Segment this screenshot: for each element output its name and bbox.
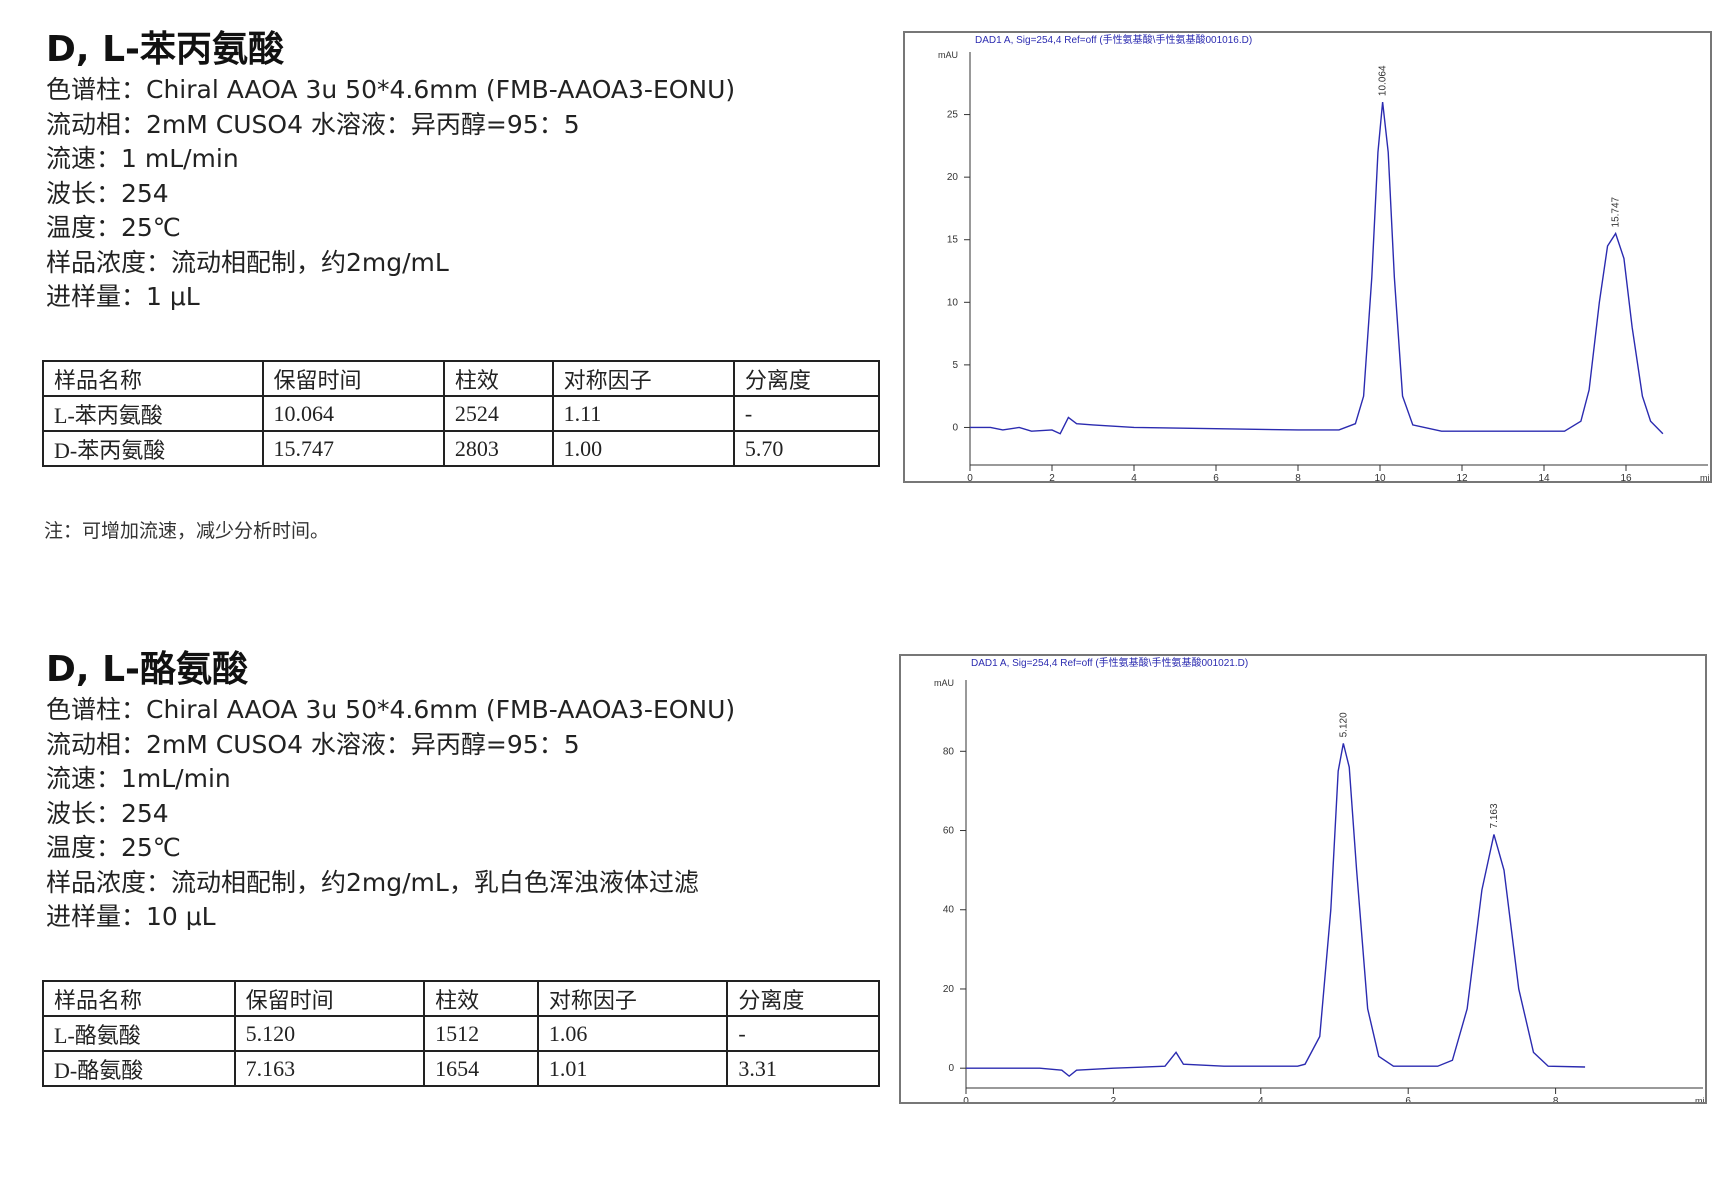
y-tick-label: 0	[948, 1063, 954, 1074]
y-tick-label: 80	[943, 746, 955, 757]
cell: L-苯丙氨酸	[42, 395, 264, 432]
page: D, L-苯丙氨酸色谱柱：Chiral AAOA 3u 50*4.6mm (FM…	[0, 0, 1712, 1104]
result-table: 样品名称 保留时间 柱效 对称因子 分离度 L-酪氨酸 5.120 1512 1.06- D-酪氨…	[42, 980, 880, 1087]
x-axis-label: min	[1695, 1096, 1707, 1104]
x-tick-label: 4	[1258, 1096, 1264, 1104]
cell: 1654	[423, 1050, 539, 1087]
parameter: 样品浓度：流动相配制，约2mg/mL，乳白色浑浊液体过滤	[46, 867, 699, 897]
chromatogram: DAD1 A, Sig=254,4 Ref=off (手性氨基酸\手性氨基酸00…	[899, 654, 1707, 1104]
parameter: 波长：254	[46, 798, 169, 828]
header-cell: 保留时间	[261, 360, 445, 397]
header-cell: 柱效	[442, 360, 554, 397]
y-axis-label: mAU	[934, 678, 954, 688]
peak-label: 7.163	[1489, 803, 1500, 828]
y-tick-label: 10	[947, 297, 959, 308]
result-table: 样品名称 保留时间 柱效 对称因子 分离度 L-苯丙氨酸 10.064 2524 1.11- D-…	[42, 360, 881, 467]
x-tick-label: 14	[1538, 473, 1550, 483]
table-row: D-苯丙氨酸 15.747 2803 1.00 5.70	[42, 430, 881, 467]
trace	[970, 101, 1664, 435]
x-tick-label: 0	[967, 473, 973, 483]
y-tick-label: 40	[943, 905, 955, 916]
parameter: 流速：1 mL/min	[46, 144, 239, 173]
cell: 1.11	[551, 395, 735, 432]
header-cell: 样品名称	[42, 360, 264, 397]
parameter: 流动相：2mM CUSO4 水溶液：异丙醇=95：5	[46, 109, 580, 139]
cell: 3.31	[726, 1050, 880, 1087]
parameter: 波长：254	[46, 178, 169, 208]
header-cell: 样品名称	[42, 980, 236, 1017]
cell: 1.00	[551, 430, 735, 467]
parameter: 温度：25℃	[46, 833, 181, 862]
cell: 15.747	[261, 430, 445, 467]
x-tick-label: 2	[1111, 1096, 1117, 1104]
cell: L-酪氨酸	[42, 1015, 236, 1052]
y-axis-label: mAU	[938, 50, 958, 60]
trace	[966, 743, 1586, 1078]
x-tick-label: 12	[1456, 473, 1468, 483]
table-header: 样品名称 保留时间 柱效 对称因子 分离度	[42, 980, 880, 1017]
x-tick-label: 8	[1553, 1096, 1559, 1104]
y-tick-label: 5	[952, 360, 958, 371]
table-row: L-苯丙氨酸 10.064 2524 1.11-	[42, 395, 881, 432]
x-tick-label: 8	[1295, 473, 1301, 483]
peak-label: 10.064	[1378, 65, 1389, 96]
section: D, L-酪氨酸色谱柱：Chiral AAOA 3u 50*4.6mm (FMB…	[0, 620, 900, 1180]
x-tick-label: 2	[1049, 473, 1055, 483]
cell: D-苯丙氨酸	[42, 430, 264, 467]
cell: 5.70	[732, 430, 881, 467]
section-title: D, L-苯丙氨酸	[46, 29, 284, 70]
chromatogram: DAD1 A, Sig=254,4 Ref=off (手性氨基酸\手性氨基酸00…	[903, 31, 1712, 483]
header-cell: 柱效	[423, 980, 539, 1017]
parameter: 色谱柱：Chiral AAOA 3u 50*4.6mm (FMB-AAOA3-E…	[46, 75, 736, 104]
parameter: 样品浓度：流动相配制，约2mg/mL	[46, 247, 449, 277]
cell: -	[726, 1015, 880, 1052]
note: 注：可增加流速，减少分析时间。	[44, 521, 330, 542]
peak-label: 15.747	[1611, 196, 1622, 227]
header-cell: 保留时间	[233, 980, 426, 1017]
table-row: L-酪氨酸 5.120 1512 1.06-	[42, 1015, 880, 1052]
table-row: D-酪氨酸 7.163 1654 1.01 3.31	[42, 1050, 880, 1087]
table-header: 样品名称 保留时间 柱效 对称因子 分离度	[42, 360, 881, 397]
x-tick-label: 6	[1405, 1096, 1411, 1104]
cell: 7.163	[233, 1050, 426, 1087]
cell: 5.120	[233, 1015, 426, 1052]
chart-title: DAD1 A, Sig=254,4 Ref=off (手性氨基酸\手性氨基酸00…	[975, 33, 1252, 46]
cell: 1512	[423, 1015, 539, 1052]
cell: 1.01	[536, 1050, 729, 1087]
header-cell: 分离度	[732, 360, 881, 397]
section-title: D, L-酪氨酸	[46, 649, 248, 690]
parameter: 流速：1mL/min	[46, 764, 231, 793]
y-tick-label: 15	[947, 235, 959, 246]
y-tick-label: 0	[952, 422, 958, 433]
section: D, L-苯丙氨酸色谱柱：Chiral AAOA 3u 50*4.6mm (FM…	[0, 0, 900, 560]
x-tick-label: 10	[1374, 473, 1386, 483]
parameter: 温度：25℃	[46, 213, 181, 242]
cell: 1.06	[536, 1015, 729, 1052]
cell: 2803	[442, 430, 554, 467]
parameter: 色谱柱：Chiral AAOA 3u 50*4.6mm (FMB-AAOA3-E…	[46, 695, 736, 724]
chart-title: DAD1 A, Sig=254,4 Ref=off (手性氨基酸\手性氨基酸00…	[971, 656, 1248, 669]
x-tick-label: 4	[1131, 473, 1137, 483]
y-tick-label: 60	[943, 826, 955, 837]
cell: 10.064	[261, 395, 445, 432]
x-tick-label: 6	[1213, 473, 1219, 483]
header-cell: 分离度	[726, 980, 880, 1017]
header-cell: 对称因子	[536, 980, 729, 1017]
cell: -	[732, 395, 881, 432]
parameter: 进样量：1 μL	[46, 282, 200, 311]
parameter: 进样量：10 μL	[46, 902, 216, 931]
x-tick-label: 16	[1620, 473, 1632, 483]
cell: D-酪氨酸	[42, 1050, 236, 1087]
y-tick-label: 20	[943, 984, 955, 995]
parameter: 流动相：2mM CUSO4 水溶液：异丙醇=95：5	[46, 729, 580, 759]
peak-label: 5.120	[1338, 712, 1349, 737]
cell: 2524	[442, 395, 554, 432]
header-cell: 对称因子	[551, 360, 735, 397]
y-tick-label: 25	[947, 110, 959, 121]
y-tick-label: 20	[947, 172, 959, 183]
x-tick-label: 0	[963, 1096, 969, 1104]
x-axis-label: min	[1700, 473, 1712, 483]
